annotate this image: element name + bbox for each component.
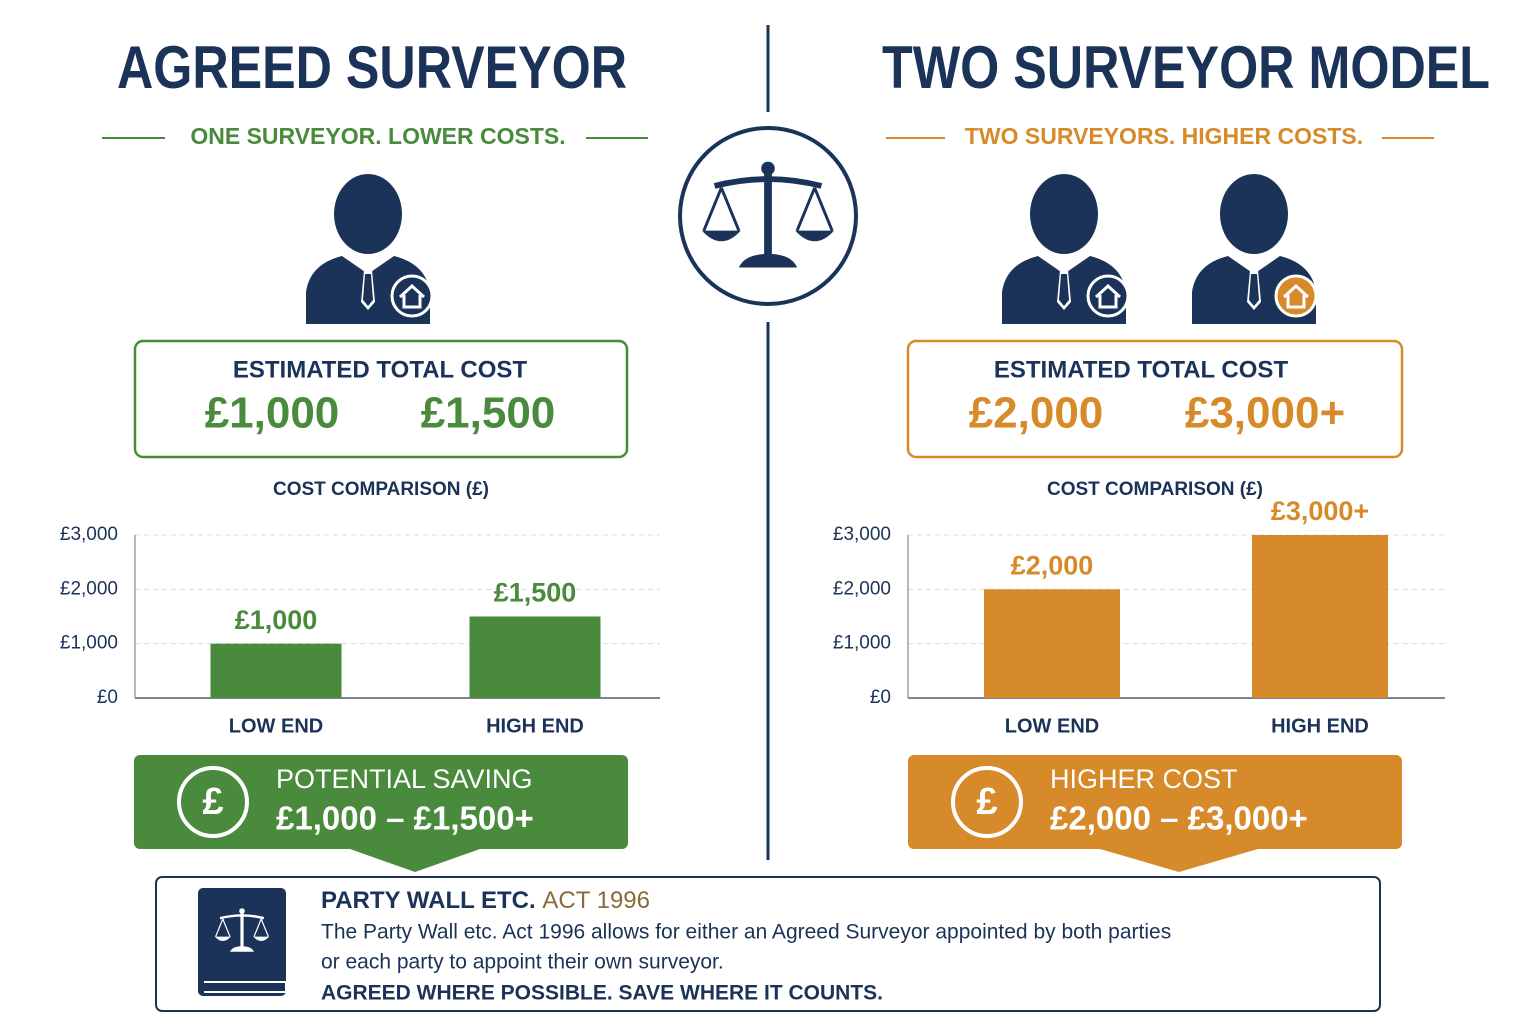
x-tick-label: LOW END: [229, 715, 323, 737]
pound-badge: [951, 766, 1023, 838]
footer-tagline: AGREED WHERE POSSIBLE. SAVE WHERE IT COU…: [321, 982, 883, 1005]
banner-value: £1,000 – £1,500+: [276, 800, 534, 837]
house-icon: [1094, 283, 1122, 309]
footer-text: The Party Wall etc. Act 1996 allows for …: [321, 921, 1171, 944]
y-tick-label: £2,000: [60, 578, 118, 599]
x-tick-label: LOW END: [1005, 715, 1099, 737]
title: TWO SURVEYOR MODEL: [882, 34, 1490, 101]
value-label: £1,500: [494, 578, 577, 608]
y-tick-label: £0: [870, 687, 891, 708]
cost-low: £2,000: [969, 389, 1104, 438]
cost-low: £1,000: [205, 389, 340, 438]
footer-box: [155, 876, 1381, 1012]
saving-banner: [134, 755, 628, 849]
house-badge: [1086, 274, 1130, 318]
chart-title: COST COMPARISON (£): [273, 479, 489, 500]
footer-text: or each party to appoint their own surve…: [321, 951, 724, 974]
cost-heading: ESTIMATED TOTAL COST: [233, 356, 528, 383]
x-tick-label: HIGH END: [486, 715, 584, 737]
x-tick-label: HIGH END: [1271, 715, 1369, 737]
house-icon: [398, 283, 426, 309]
title: AGREED SURVEYOR: [117, 34, 627, 101]
cost-high: £3,000+: [1185, 389, 1345, 438]
y-tick-label: £0: [97, 687, 118, 708]
bar: [984, 589, 1120, 698]
bar: [469, 616, 601, 698]
tagline: TWO SURVEYORS. HIGHER COSTS.: [965, 123, 1363, 149]
footer-title: PARTY WALL ETC. ACT 1996: [321, 887, 650, 914]
cost-banner: [908, 755, 1402, 849]
house-badge: [1274, 274, 1318, 318]
value-label: £2,000: [1011, 550, 1094, 580]
bar: [1252, 535, 1388, 698]
y-tick-label: £3,000: [833, 524, 891, 545]
pound-icon: £: [976, 781, 997, 823]
y-tick-label: £2,000: [833, 578, 891, 599]
y-tick-label: £1,000: [833, 633, 891, 654]
banner-arrow: [1100, 849, 1258, 872]
footer-title-accent: ACT 1996: [542, 887, 650, 914]
book-pages: [204, 981, 287, 993]
banner-title: POTENTIAL SAVING: [276, 764, 533, 794]
chart-title: COST COMPARISON (£): [1047, 479, 1263, 500]
cost-box: [906, 339, 1404, 459]
cost-high: £1,500: [421, 389, 556, 438]
value-label: £1,000: [235, 605, 318, 635]
pound-icon: £: [202, 781, 223, 823]
banner-value: £2,000 – £3,000+: [1050, 800, 1308, 837]
pound-badge: [177, 766, 249, 838]
house-icon: [1282, 283, 1310, 309]
banner-arrow: [350, 849, 480, 872]
footer-title-main: PARTY WALL ETC.: [321, 887, 536, 914]
y-tick-label: £1,000: [60, 633, 118, 654]
cost-box: [133, 339, 629, 459]
house-badge: [390, 274, 434, 318]
y-tick-label: £3,000: [60, 524, 118, 545]
banner-title: HIGHER COST: [1050, 764, 1238, 794]
tagline: ONE SURVEYOR. LOWER COSTS.: [190, 123, 565, 149]
bar: [210, 643, 342, 698]
value-label: £3,000+: [1271, 496, 1369, 526]
cost-heading: ESTIMATED TOTAL COST: [994, 356, 1289, 383]
